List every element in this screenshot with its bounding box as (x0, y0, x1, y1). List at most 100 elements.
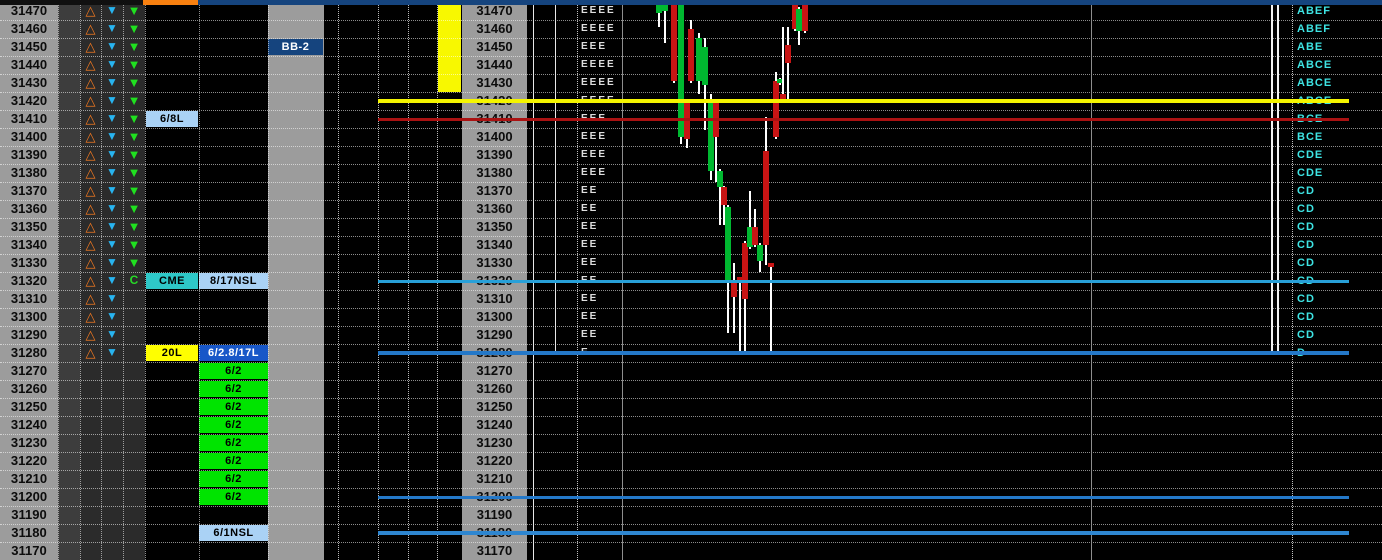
triangle-down-cyan-icon[interactable]: ▼ (106, 39, 118, 53)
triangle-down-cyan-icon[interactable]: ▼ (106, 291, 118, 305)
price-cell-chart: 31360 (476, 201, 513, 216)
triangle-down-green-icon[interactable]: ▼ (127, 57, 141, 72)
triangle-down-cyan-icon[interactable]: ▼ (106, 147, 118, 161)
triangle-down-green-icon[interactable]: ▼ (127, 93, 141, 108)
price-cell-chart: 31380 (476, 165, 513, 180)
triangle-down-cyan-icon[interactable]: ▼ (106, 273, 118, 287)
triangle-down-cyan-icon[interactable]: ▼ (106, 183, 118, 197)
order-cell-cme[interactable]: CME (146, 273, 198, 289)
triangle-down-green-icon[interactable]: ▼ (127, 111, 141, 126)
triangle-down-cyan-icon[interactable]: ▼ (106, 255, 118, 269)
triangle-down-cyan-icon[interactable]: ▼ (106, 3, 118, 17)
triangle-down-green-icon[interactable]: ▼ (127, 183, 141, 198)
triangle-down-cyan-icon[interactable]: ▼ (106, 75, 118, 89)
price-level-line-31320[interactable] (378, 279, 1349, 283)
triangle-up-icon[interactable]: △ (85, 327, 96, 342)
triangle-up-icon[interactable]: △ (85, 75, 96, 90)
row-gridline (0, 326, 1382, 327)
triangle-up-icon[interactable]: △ (85, 111, 96, 126)
candle-body-down (688, 29, 694, 82)
candle-body-up (696, 38, 702, 82)
triangle-up-icon[interactable]: △ (85, 3, 96, 18)
triangle-up-icon[interactable]: △ (85, 183, 96, 198)
price-cell-chart: 31310 (476, 291, 513, 306)
candle-body-down (752, 227, 758, 245)
triangle-up-icon[interactable]: △ (85, 219, 96, 234)
candle-wick (787, 27, 789, 100)
order-cell-6-2[interactable]: 6/2 (199, 417, 268, 433)
candle-body-down (780, 93, 786, 100)
candle-body-down (721, 187, 727, 206)
triangle-down-green-icon[interactable]: ▼ (127, 237, 141, 252)
triangle-down-cyan-icon[interactable]: ▼ (106, 309, 118, 323)
pattern-label: CD (1297, 329, 1315, 341)
triangle-up-icon[interactable]: △ (85, 57, 96, 72)
triangle-up-icon[interactable]: △ (85, 93, 96, 108)
pattern-label: CDE (1297, 167, 1324, 179)
candle-body-down (785, 45, 791, 64)
top-strip-blue (198, 0, 1382, 5)
triangle-down-green-icon[interactable]: ▼ (127, 3, 141, 18)
price-cell-chart: 31330 (476, 255, 513, 270)
triangle-down-green-icon[interactable]: ▼ (127, 165, 141, 180)
order-cell-6-2[interactable]: 6/2 (199, 471, 268, 487)
chart-vline (622, 5, 623, 560)
order-cell-bb-2[interactable]: BB-2 (268, 39, 323, 55)
triangle-up-icon[interactable]: △ (85, 21, 96, 36)
triangle-up-icon[interactable]: △ (85, 39, 96, 54)
triangle-down-cyan-icon[interactable]: ▼ (106, 237, 118, 251)
triangle-down-cyan-icon[interactable]: ▼ (106, 93, 118, 107)
triangle-up-icon[interactable]: △ (85, 237, 96, 252)
triangle-up-icon[interactable]: △ (85, 201, 96, 216)
triangle-up-icon[interactable]: △ (85, 291, 96, 306)
order-cell-6-2[interactable]: 6/2 (199, 399, 268, 415)
order-cell-6-2-8-17l[interactable]: 6/2.8/17L (199, 345, 268, 361)
triangle-down-green-icon[interactable]: ▼ (127, 21, 141, 36)
triangle-down-cyan-icon[interactable]: ▼ (106, 219, 118, 233)
order-cell-20l[interactable]: 20L (146, 345, 198, 361)
triangle-down-cyan-icon[interactable]: ▼ (106, 201, 118, 215)
triangle-down-green-icon[interactable]: ▼ (127, 255, 141, 270)
triangle-up-icon[interactable]: △ (85, 273, 96, 288)
price-cell: 31370 (10, 183, 48, 198)
triangle-up-icon[interactable]: △ (85, 309, 96, 324)
triangle-up-icon[interactable]: △ (85, 345, 96, 360)
pattern-label: ABEF (1297, 5, 1331, 17)
chart-vline-dotted (408, 5, 409, 560)
triangle-up-icon[interactable]: △ (85, 129, 96, 144)
triangle-up-icon[interactable]: △ (85, 165, 96, 180)
triangle-down-cyan-icon[interactable]: ▼ (106, 57, 118, 71)
triangle-down-cyan-icon[interactable]: ▼ (106, 327, 118, 341)
price-level-line-31420[interactable] (378, 99, 1349, 103)
price-cell: 31180 (11, 525, 47, 540)
triangle-down-cyan-icon[interactable]: ▼ (106, 129, 118, 143)
triangle-down-green-icon[interactable]: ▼ (127, 201, 141, 216)
order-cell-6-8l[interactable]: 6/8L (146, 111, 198, 127)
candle-wick (723, 185, 725, 226)
price-level-line-31410[interactable] (378, 117, 1349, 121)
price-level-line-31280[interactable] (378, 351, 1349, 355)
order-cell-6-2[interactable]: 6/2 (199, 435, 268, 451)
price-level-line-31180[interactable] (378, 531, 1349, 535)
chart-vline-dotted (577, 5, 578, 560)
triangle-up-icon[interactable]: △ (85, 255, 96, 270)
candle-wick (664, 5, 666, 44)
triangle-down-green-icon[interactable]: ▼ (127, 147, 141, 162)
order-cell-6-1nsl[interactable]: 6/1NSL (199, 525, 268, 541)
price-level-line-31200[interactable] (378, 495, 1349, 499)
order-cell-6-2[interactable]: 6/2 (199, 489, 268, 505)
triangle-down-cyan-icon[interactable]: ▼ (106, 165, 118, 179)
triangle-up-icon[interactable]: △ (85, 147, 96, 162)
triangle-down-cyan-icon[interactable]: ▼ (106, 345, 118, 359)
triangle-down-green-icon[interactable]: ▼ (127, 129, 141, 144)
triangle-down-green-icon[interactable]: ▼ (127, 75, 141, 90)
order-cell-6-2[interactable]: 6/2 (199, 363, 268, 379)
order-cell-6-2[interactable]: 6/2 (199, 453, 268, 469)
triangle-down-green-icon[interactable]: ▼ (127, 39, 141, 54)
triangle-down-cyan-icon[interactable]: ▼ (106, 21, 118, 35)
depth-text: EEEE (581, 59, 616, 70)
order-cell-6-2[interactable]: 6/2 (199, 381, 268, 397)
triangle-down-green-icon[interactable]: ▼ (127, 219, 141, 234)
triangle-down-cyan-icon[interactable]: ▼ (106, 111, 118, 125)
order-cell-8-17nsl[interactable]: 8/17NSL (199, 273, 268, 289)
